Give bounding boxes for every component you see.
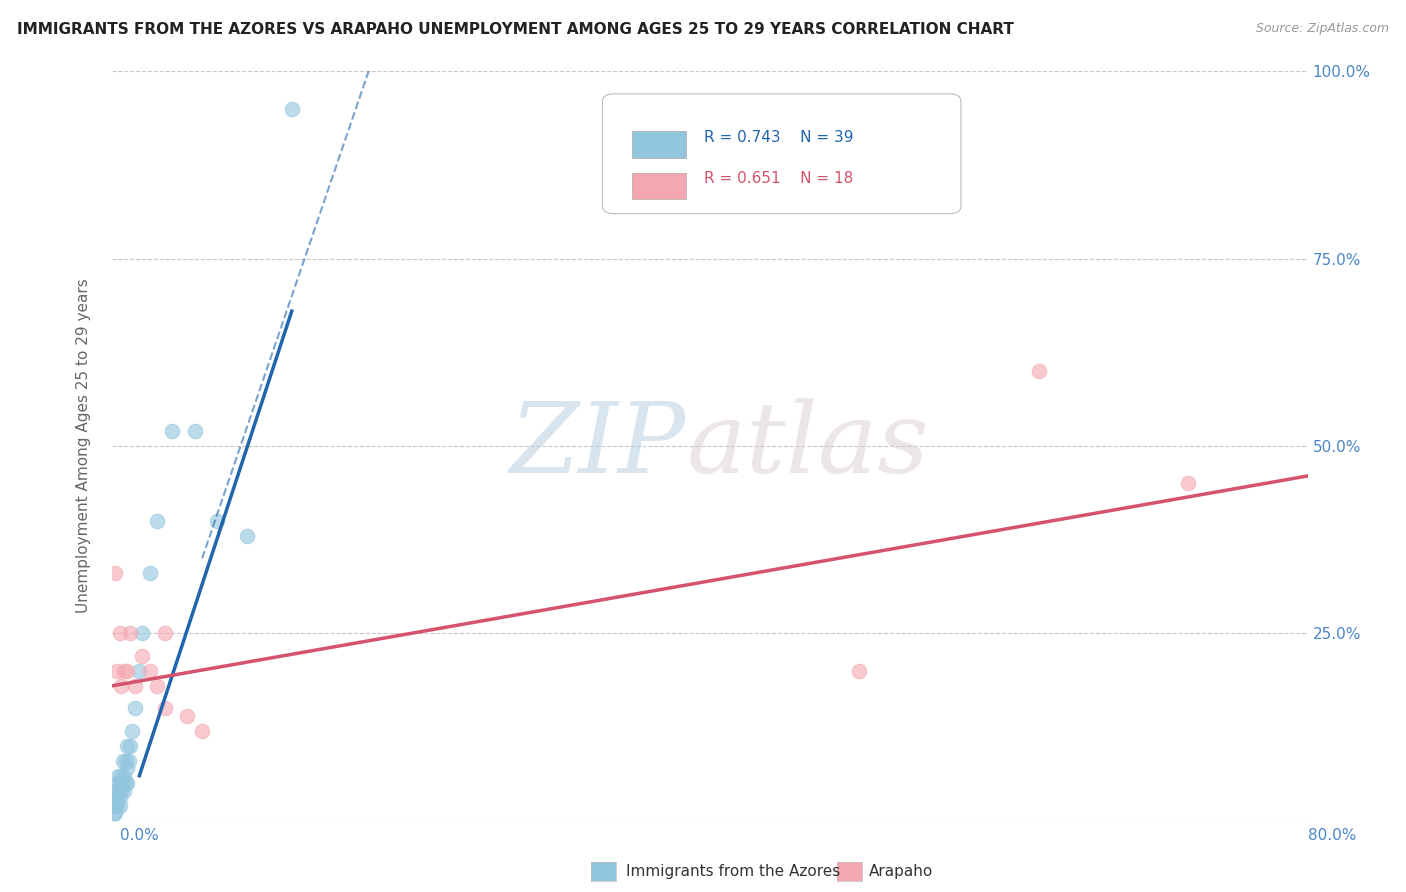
Text: R = 0.743    N = 39: R = 0.743 N = 39 xyxy=(704,130,853,145)
FancyBboxPatch shape xyxy=(633,131,686,158)
Point xyxy=(128,664,150,678)
Point xyxy=(117,664,139,678)
Text: ZIP: ZIP xyxy=(510,399,686,493)
Point xyxy=(103,791,125,805)
Point xyxy=(153,701,176,715)
Point xyxy=(104,798,127,813)
Point xyxy=(105,798,128,813)
Text: R = 0.651    N = 18: R = 0.651 N = 18 xyxy=(704,171,853,186)
Point xyxy=(117,776,139,790)
Point xyxy=(110,783,132,797)
Text: 0.0%: 0.0% xyxy=(120,828,159,843)
Point xyxy=(115,776,138,790)
Point xyxy=(107,769,129,783)
Point xyxy=(108,798,131,813)
Point xyxy=(236,529,259,543)
Point xyxy=(146,679,169,693)
Point xyxy=(108,626,131,640)
Point xyxy=(111,754,134,768)
Y-axis label: Unemployment Among Ages 25 to 29 years: Unemployment Among Ages 25 to 29 years xyxy=(76,278,91,614)
Point xyxy=(139,664,162,678)
Point xyxy=(110,679,132,693)
Point xyxy=(191,723,214,738)
Point xyxy=(124,701,146,715)
Point xyxy=(108,776,131,790)
Point xyxy=(848,664,870,678)
Point xyxy=(108,791,131,805)
Point xyxy=(1028,364,1050,378)
Text: IMMIGRANTS FROM THE AZORES VS ARAPAHO UNEMPLOYMENT AMONG AGES 25 TO 29 YEARS COR: IMMIGRANTS FROM THE AZORES VS ARAPAHO UN… xyxy=(17,22,1014,37)
Point xyxy=(162,424,183,438)
Point xyxy=(205,514,228,528)
Point xyxy=(1177,476,1199,491)
Point xyxy=(114,664,135,678)
Point xyxy=(183,424,205,438)
Point xyxy=(114,769,135,783)
Text: Source: ZipAtlas.com: Source: ZipAtlas.com xyxy=(1256,22,1389,36)
Point xyxy=(115,754,138,768)
Point xyxy=(118,754,141,768)
FancyBboxPatch shape xyxy=(633,172,686,199)
Point xyxy=(104,798,127,813)
Point xyxy=(105,664,128,678)
Point xyxy=(153,626,176,640)
Text: Arapaho: Arapaho xyxy=(869,864,934,879)
Point xyxy=(103,806,125,821)
Point xyxy=(139,566,162,581)
Point xyxy=(124,679,146,693)
Point xyxy=(117,739,139,753)
Text: 80.0%: 80.0% xyxy=(1309,828,1357,843)
Point xyxy=(281,102,304,116)
Point xyxy=(131,626,153,640)
Point xyxy=(104,566,127,581)
Point xyxy=(121,723,143,738)
Point xyxy=(117,761,139,775)
Point xyxy=(105,791,128,805)
FancyBboxPatch shape xyxy=(603,94,962,214)
Point xyxy=(114,783,135,797)
Text: Immigrants from the Azores: Immigrants from the Azores xyxy=(626,864,839,879)
Point xyxy=(120,739,142,753)
Point xyxy=(146,514,169,528)
Point xyxy=(104,783,127,797)
Point xyxy=(131,648,153,663)
Point xyxy=(107,783,129,797)
Point xyxy=(105,776,128,790)
Point xyxy=(110,769,132,783)
Text: atlas: atlas xyxy=(686,399,929,493)
Point xyxy=(111,776,134,790)
Point xyxy=(120,626,142,640)
Point xyxy=(104,806,127,821)
Point xyxy=(103,798,125,813)
Point xyxy=(176,708,198,723)
